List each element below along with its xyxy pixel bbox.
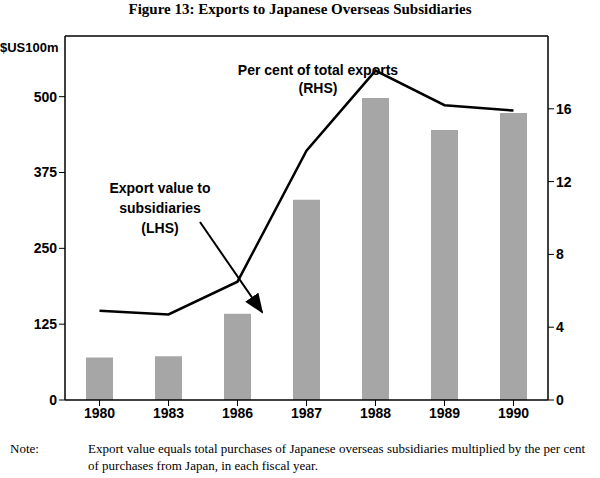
svg-text:250: 250 <box>34 240 58 256</box>
html-text:Note:: Note: <box>10 441 39 456</box>
svg-text:Per cent of total exports(RHS): Per cent of total exports(RHS) <box>238 62 398 96</box>
svg-text:1990: 1990 <box>498 405 529 421</box>
svg-text:0: 0 <box>49 392 57 408</box>
html-text:$US100m: $US100m <box>0 40 59 55</box>
svg-text:1983: 1983 <box>153 405 184 421</box>
svg-text:125: 125 <box>34 316 58 332</box>
svg-text:1987: 1987 <box>291 405 322 421</box>
svg-text:1980: 1980 <box>84 405 115 421</box>
svg-text:1989: 1989 <box>429 405 460 421</box>
svg-text:12: 12 <box>556 174 572 190</box>
svg-text:Export value tosubsidiaries(LH: Export value tosubsidiaries(LHS) <box>109 180 210 236</box>
svg-text:8: 8 <box>556 246 564 262</box>
svg-text:0: 0 <box>556 392 564 408</box>
svg-text:1986: 1986 <box>222 405 253 421</box>
html-text:Export value equals total purc: Export value equals total purchases of J… <box>88 441 586 473</box>
svg-text:16: 16 <box>556 101 572 117</box>
svg-text:375: 375 <box>34 164 58 180</box>
svg-text:500: 500 <box>34 89 58 105</box>
svg-text:4: 4 <box>556 319 564 335</box>
svg-text:1988: 1988 <box>360 405 391 421</box>
html-text:Figure 13: Exports to Japanese: Figure 13: Exports to Japanese Overseas … <box>128 1 472 17</box>
